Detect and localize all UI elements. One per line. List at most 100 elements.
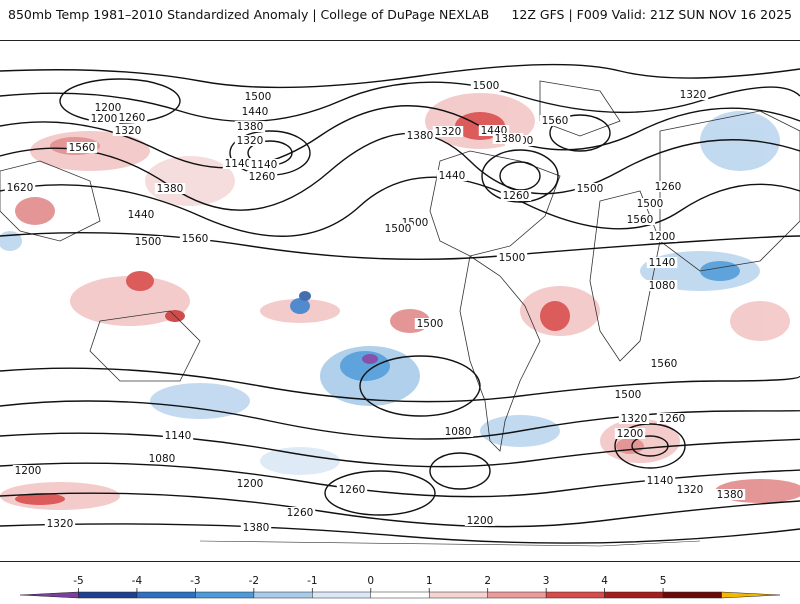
contour-label: 1500	[634, 198, 666, 210]
contour-label-text: 1140	[251, 159, 278, 171]
anomaly-map: 1500144013801320126012001140108015601620…	[0, 63, 800, 547]
contour-label: 1140	[644, 475, 676, 487]
contour-label-bg	[634, 198, 666, 209]
contour-label-text: 1380	[717, 489, 744, 501]
contour-label-text: 1320	[47, 518, 74, 530]
contour-label: 1140	[222, 158, 254, 170]
colorbar-segment	[721, 591, 781, 599]
colorbar-segment	[78, 591, 138, 599]
contour-label-bg	[652, 181, 684, 192]
contour-label: 1200	[464, 515, 496, 527]
contour-label-bg	[12, 465, 44, 476]
contour-label-bg	[612, 389, 644, 400]
contour-label-bg	[132, 236, 164, 247]
contour-label: 1500	[496, 252, 528, 264]
contour-label: 1320	[432, 126, 464, 138]
contour-label-bg	[66, 142, 98, 153]
contour-label-bg	[674, 484, 706, 495]
contour-label-bg	[414, 318, 446, 329]
contour-label-text: 1260	[287, 507, 314, 519]
contour-label-bg	[4, 182, 36, 193]
contour-label-bg	[539, 115, 571, 126]
colorbar-segment	[370, 591, 430, 599]
colorbar-tick-label: 2	[484, 575, 491, 587]
contour-label: 1500	[132, 236, 164, 248]
contour-label: 1320	[677, 89, 709, 101]
contour-label: 1200	[12, 465, 44, 477]
contour-label-text: 1500	[417, 318, 444, 330]
contour-label-bg	[500, 190, 532, 201]
contour-label-bg	[618, 413, 650, 424]
contour-label: 1560	[624, 214, 656, 226]
contour-label: 1260	[116, 112, 148, 124]
contour-label-bg	[92, 102, 124, 113]
contour-label-text: 1200	[237, 478, 264, 490]
contour-label-bg	[648, 358, 680, 369]
colorbar-tick-label: -4	[132, 575, 143, 587]
contour-label-text: 1260	[119, 112, 146, 124]
contour-label-bg	[179, 233, 211, 244]
contour-label-bg	[436, 170, 468, 181]
colorbar-tick-label: 3	[543, 575, 550, 587]
colorbar-segment	[195, 591, 255, 599]
contour-label-bg	[240, 522, 272, 533]
colorbar-segment	[312, 591, 372, 599]
colorbar-tick-label: -2	[249, 575, 259, 587]
contour-label-text: 1260	[659, 413, 686, 425]
contour-label-bg	[656, 413, 688, 424]
contour-label-bg	[146, 453, 178, 464]
height-contours	[0, 63, 800, 544]
contour-label-bg	[646, 280, 678, 291]
product-title: 850mb Temp 1981–2010 Standardized Anomal…	[8, 7, 490, 22]
contour-label-text: 1200	[91, 113, 118, 125]
contour-label: 1320	[44, 518, 76, 530]
contour-label-bg	[125, 209, 157, 220]
contour-label-bg	[644, 475, 676, 486]
colorbar-tick-label: 0	[367, 575, 374, 587]
contour-label-bg	[614, 428, 646, 439]
contour-label-text: 1260	[503, 190, 530, 202]
contour-label: 1260	[246, 171, 278, 183]
contour-label: 1260	[336, 484, 368, 496]
contour-label-text: 1320	[621, 413, 648, 425]
contour-label-bg	[239, 106, 271, 117]
contour-label-text: 1440	[242, 106, 269, 118]
colorbar-tick-label: -1	[307, 575, 317, 587]
contour-label-text: 1560	[542, 115, 569, 127]
contour-label-text: 1260	[249, 171, 276, 183]
colorbar-segment	[662, 591, 722, 599]
contour-label: 1080	[442, 426, 474, 438]
contour-label: 1260	[284, 507, 316, 519]
contour-label-bg	[646, 257, 678, 268]
contour-label: 1140	[162, 430, 194, 442]
contour-label-text: 1620	[7, 182, 34, 194]
contour-label-bg	[646, 231, 678, 242]
colorbar-segment	[604, 591, 664, 599]
contour-label: 1560	[539, 115, 571, 127]
contour-label: 1080	[146, 453, 178, 465]
contour-label: 1260	[500, 190, 532, 202]
contour-label-text: 1200	[95, 102, 122, 114]
contour-label: 1560	[179, 233, 211, 245]
contour-label-bg	[399, 217, 431, 228]
contour-label-bg	[242, 91, 274, 102]
contour-label-text: 1380	[407, 130, 434, 142]
colorbar-ticks: -5 -4 -3 -2 -1 0 1 2 3 4 5	[73, 575, 666, 592]
contour-label: 1200	[92, 102, 124, 114]
colorbar-tick-label: 1	[426, 575, 433, 587]
colorbar-tick-label: 4	[601, 575, 608, 587]
contour-label: 1140	[248, 159, 280, 171]
contour-label-text: 1500	[615, 389, 642, 401]
contour-label-text: 1320	[680, 89, 707, 101]
contour-label: 1500	[612, 389, 644, 401]
contour-label: 1140	[646, 257, 678, 269]
contour-label-bg	[574, 183, 606, 194]
contour-label-text: 1500	[499, 252, 526, 264]
contour-label: 1380	[404, 130, 436, 142]
contour-label-text: 1560	[182, 233, 209, 245]
contour-label: 1560	[648, 358, 680, 370]
contour-label-text: 1560	[69, 142, 96, 154]
contour-label-text: 1500	[245, 91, 272, 103]
contour-label-text: 1500	[135, 236, 162, 248]
contour-label: 1440	[239, 106, 271, 118]
